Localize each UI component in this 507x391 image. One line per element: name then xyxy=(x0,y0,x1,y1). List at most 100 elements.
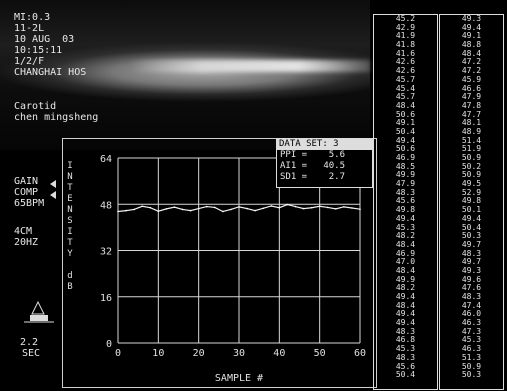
value-cell: 49.3 xyxy=(461,14,482,23)
value-cell: 49.4 xyxy=(461,213,482,223)
y-axis-label-char: B xyxy=(67,282,72,292)
sd1-value: SD1 = 2.7 xyxy=(280,172,346,182)
data-point xyxy=(197,207,200,210)
value-cell: 47.6 xyxy=(461,283,482,293)
value-cell: 47.8 xyxy=(461,100,482,110)
value-cell: 50.9 xyxy=(461,153,482,162)
value-cell: 48.1 xyxy=(461,118,482,128)
ppi-value: PPI = 5.6 xyxy=(280,150,346,160)
value-cell: 49.4 xyxy=(461,22,482,32)
y-tick-label: 0 xyxy=(106,339,112,350)
value-cell: 49.9 xyxy=(395,274,416,284)
data-point xyxy=(149,206,152,209)
data-point xyxy=(359,208,361,210)
value-cell: 47.2 xyxy=(461,66,482,76)
time-scale: 2.2 xyxy=(20,337,39,348)
value-cell: 50.3 xyxy=(461,370,482,380)
value-cell: 50.6 xyxy=(395,109,416,119)
value-cell: 48.4 xyxy=(395,100,416,110)
value-cell: 49.1 xyxy=(461,31,482,41)
y-axis-label-char: N xyxy=(67,172,72,182)
data-set-box: DATA SET: 3 PPI = 5.6 AI1 = 40.5 SD1 = 2… xyxy=(276,138,373,188)
value-cell: 46.9 xyxy=(395,153,416,162)
data-point xyxy=(222,210,224,213)
value-cell: 49.4 xyxy=(395,309,416,319)
value-cell: 45.4 xyxy=(395,83,416,93)
value-cell: 50.9 xyxy=(461,361,482,371)
probe-orientation-icon xyxy=(24,300,54,323)
value-cell: 49.4 xyxy=(395,213,416,223)
data-point xyxy=(133,208,135,211)
value-cell: 48.3 xyxy=(395,326,416,336)
value-cell: 49.4 xyxy=(395,135,416,145)
value-cell: 49.1 xyxy=(395,118,416,128)
value-cell: 50.4 xyxy=(395,370,416,380)
value-cell: 48.9 xyxy=(461,126,482,136)
gain-arrows-icon xyxy=(50,180,56,199)
value-cell: 47.9 xyxy=(461,92,482,102)
value-cell: 49.7 xyxy=(461,257,482,267)
value-cell: 49.4 xyxy=(395,292,416,301)
value-cell: 46.0 xyxy=(461,309,482,319)
value-cell: 45.3 xyxy=(395,344,416,354)
y-axis-label-char: E xyxy=(67,194,72,204)
value-cell: 46.9 xyxy=(395,248,416,258)
data-point xyxy=(326,206,329,209)
y-tick-label: 64 xyxy=(100,154,112,165)
value-cell: 49.8 xyxy=(395,205,416,215)
y-axis-label-char: T xyxy=(67,238,73,248)
value-cell: 48.5 xyxy=(395,161,416,171)
value-cell: 50.3 xyxy=(461,231,482,241)
ultrasound-image xyxy=(0,0,370,150)
x-tick-label: 0 xyxy=(115,348,121,359)
data-point xyxy=(343,206,345,208)
value-cell: 50.4 xyxy=(461,222,482,232)
depth-label: 4CM xyxy=(14,226,33,237)
data-point xyxy=(310,206,313,209)
exam-time: 10:15:11 xyxy=(14,45,63,56)
value-cell: 48.8 xyxy=(461,40,482,50)
data-point xyxy=(262,207,264,210)
data-point xyxy=(302,207,305,210)
data-point xyxy=(278,206,281,209)
y-tick-label: 32 xyxy=(100,247,112,258)
data-point xyxy=(230,208,232,211)
data-point xyxy=(125,209,127,212)
data-point xyxy=(117,210,119,213)
value-cell: 46.3 xyxy=(461,318,482,328)
data-point xyxy=(181,208,184,211)
data-point xyxy=(165,208,168,210)
x-tick-label: 10 xyxy=(152,348,164,359)
value-cell: 45.3 xyxy=(395,222,416,232)
probe-label: 11-2L xyxy=(14,23,45,34)
value-cell: 51.4 xyxy=(461,135,482,145)
value-cell: 52.9 xyxy=(461,187,482,197)
y-axis-label-char: Y xyxy=(67,249,73,259)
values-column-right: 49.3 49.4 49.1 48.8 48.4 47.2 47.2 45.9 46.6 47.9… xyxy=(439,14,504,390)
exam-date: 10 AUG 03 xyxy=(14,34,75,45)
value-cell: 42.6 xyxy=(395,57,416,67)
time-unit: SEC xyxy=(22,348,41,359)
y-tick-label: 16 xyxy=(100,293,112,304)
exam-type: Carotid xyxy=(14,101,57,112)
value-cell: 45.7 xyxy=(395,74,416,84)
value-cell: 49.3 xyxy=(461,265,482,275)
value-cell: 47.4 xyxy=(461,300,482,310)
data-point xyxy=(286,203,289,206)
frame-label: 1/2/F xyxy=(14,56,45,67)
data-point xyxy=(335,208,337,210)
value-cell: 48.4 xyxy=(395,300,416,310)
x-tick-label: 30 xyxy=(233,348,245,359)
value-cell: 50.2 xyxy=(461,161,482,171)
value-cell: 45.6 xyxy=(395,196,416,206)
data-point xyxy=(351,207,353,209)
data-set-title: DATA SET: 3 xyxy=(277,139,372,150)
value-cell: 51.9 xyxy=(461,144,482,154)
value-cell: 48.3 xyxy=(395,352,416,362)
value-cell: 41.9 xyxy=(395,31,416,41)
data-point xyxy=(205,205,208,208)
data-point xyxy=(141,205,143,208)
value-cell: 47.3 xyxy=(461,326,482,336)
value-cell: 48.4 xyxy=(461,48,482,58)
